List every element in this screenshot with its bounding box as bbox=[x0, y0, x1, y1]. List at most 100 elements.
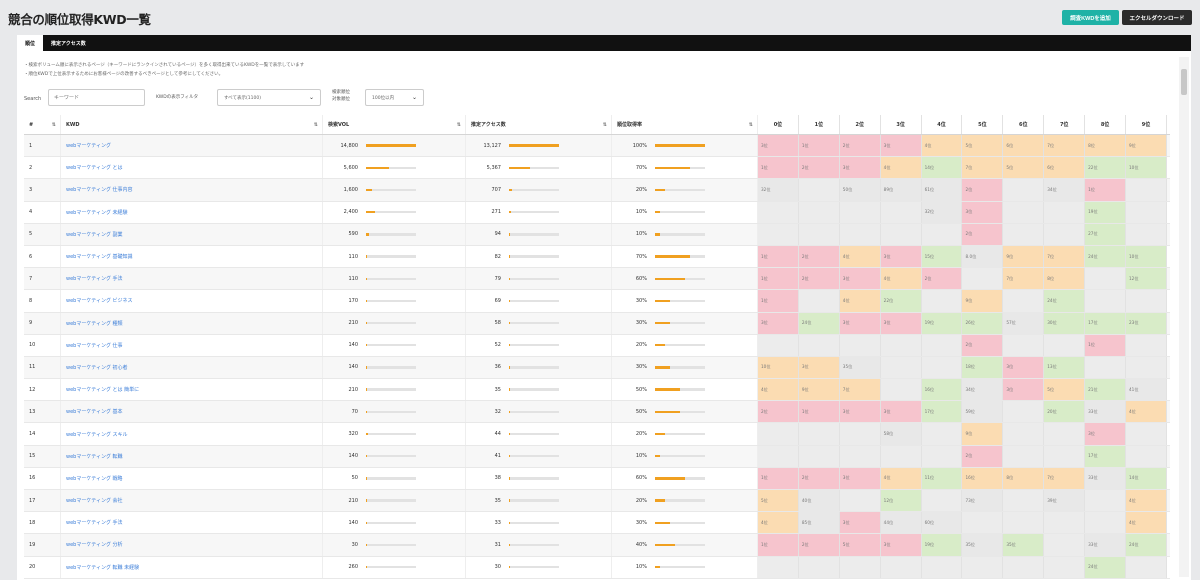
kwd-link[interactable]: webマーケティング 手法 bbox=[66, 520, 123, 527]
kwd-link[interactable]: webマーケティング ビジネス bbox=[66, 298, 133, 305]
header-num[interactable]: # ⇅ bbox=[24, 115, 61, 134]
vertical-scrollbar[interactable] bbox=[1179, 57, 1189, 577]
header-volume[interactable]: 検索VOL ⇅ bbox=[323, 115, 466, 134]
add-kwd-button[interactable]: 調査KWDを追加 bbox=[1062, 10, 1119, 25]
kwd-link[interactable]: webマーケティング スキル bbox=[66, 431, 128, 438]
rank-cell bbox=[1126, 290, 1167, 312]
header-rank-8[interactable]: 8位 bbox=[1085, 115, 1127, 134]
access-cell: 94 bbox=[466, 223, 612, 245]
note-line-1: ・検索ボリューム順に表示されるページ（キーワードにランクインされているページ）を… bbox=[24, 63, 305, 68]
kwd-link[interactable]: webマーケティング 戦略 bbox=[66, 475, 123, 482]
rank-cell: 2位 bbox=[839, 135, 881, 157]
kwd-link[interactable]: webマーケティング とは 簡単に bbox=[66, 387, 140, 394]
header-rank-5[interactable]: 5位 bbox=[962, 115, 1004, 134]
excel-download-button[interactable]: エクセルダウンロード bbox=[1122, 10, 1192, 25]
header-rank-1[interactable]: 1位 bbox=[799, 115, 840, 134]
rank-value: 3位 bbox=[801, 364, 809, 370]
header-rank-3[interactable]: 3位 bbox=[881, 115, 922, 134]
rank-cell bbox=[798, 334, 840, 356]
kwd-link[interactable]: webマーケティング 仕事内容 bbox=[66, 187, 133, 194]
kwd-link[interactable]: webマーケティング 転職 bbox=[66, 453, 123, 460]
access-bar-fill bbox=[509, 277, 510, 280]
rank-cell bbox=[798, 290, 840, 312]
tab-rank[interactable]: 順位 bbox=[17, 35, 44, 51]
volume-value: 210 bbox=[348, 386, 358, 393]
rank-value: 17位 bbox=[924, 408, 935, 414]
access-cell: 271 bbox=[466, 201, 612, 223]
header-rank-2[interactable]: 2位 bbox=[840, 115, 881, 134]
kwd-link[interactable]: webマーケティング 副業 bbox=[66, 231, 123, 238]
volume-cell: 170 bbox=[323, 290, 466, 312]
rank-cell bbox=[758, 556, 799, 578]
table-row: 6 webマーケティング 基礎知識 110 82 70% 1位 2位 4位 3位 15位 8.0位 9… bbox=[24, 245, 1170, 269]
access-bar-fill bbox=[509, 455, 510, 458]
kwd-link[interactable]: webマーケティング 初心者 bbox=[66, 364, 128, 371]
kwd-link[interactable]: webマーケティング 転職 未経験 bbox=[66, 564, 140, 571]
kwd-link[interactable]: webマーケティング とは bbox=[66, 165, 123, 172]
table-row: 7 webマーケティング 手法 110 79 60% 1位 2位 3位 4位 2位 7位 8位 12位 bbox=[24, 268, 1170, 291]
table-row: 16 webマーケティング 戦略 50 38 60% 1位 2位 3位 4位 11位 16位 8位 7位… bbox=[24, 467, 1170, 490]
kwd-link[interactable]: webマーケティング 分析 bbox=[66, 542, 123, 549]
rank-cell: 40位 bbox=[798, 490, 840, 512]
header-rank-6[interactable]: 6位 bbox=[1003, 115, 1045, 134]
rank-cell: 44位 bbox=[880, 512, 922, 534]
rank-cell: 3位 bbox=[962, 201, 1004, 223]
volume-cell: 140 bbox=[323, 512, 466, 534]
volume-bar bbox=[366, 410, 416, 414]
header-kwd[interactable]: KWD ⇅ bbox=[61, 115, 323, 134]
rank-cell: 7位 bbox=[1044, 245, 1086, 268]
row-num: 3 bbox=[24, 179, 61, 201]
sort-icon: ⇅ bbox=[313, 121, 318, 128]
header-rank-7[interactable]: 7位 bbox=[1044, 115, 1086, 134]
rank-cell bbox=[1044, 423, 1086, 445]
header-rank-0[interactable]: 0位 bbox=[758, 115, 799, 134]
rate-value: 20% bbox=[635, 497, 647, 504]
kwd-link[interactable]: webマーケティング 手法 bbox=[66, 276, 123, 283]
rank-value: 10位 bbox=[761, 364, 771, 370]
access-bar bbox=[509, 144, 559, 147]
header-rank-4[interactable]: 4位 bbox=[922, 115, 963, 134]
rank-value: 9位 bbox=[1006, 253, 1014, 259]
header-rate[interactable]: 順位取得率 ⇅ bbox=[612, 115, 758, 134]
rank-cell: 4位 bbox=[880, 467, 922, 489]
rank-value: 7位 bbox=[1047, 142, 1055, 148]
rate-value: 30% bbox=[635, 320, 647, 327]
rate-cell: 60% bbox=[612, 467, 758, 489]
header-rank-9[interactable]: 9位 bbox=[1126, 115, 1167, 134]
rate-cell: 50% bbox=[612, 401, 758, 423]
kwd-link[interactable]: webマーケティング bbox=[66, 143, 111, 150]
access-bar-fill bbox=[509, 299, 510, 303]
rate-cell: 100% bbox=[612, 135, 758, 157]
rank-value: 61位 bbox=[924, 186, 935, 192]
kwd-link[interactable]: webマーケティング 仕事 bbox=[66, 342, 123, 349]
rank-value: 2位 bbox=[965, 186, 973, 192]
rank-cell: 8.0位 bbox=[962, 245, 1004, 268]
rank-cell bbox=[921, 490, 963, 512]
rank-value: 60位 bbox=[924, 519, 935, 525]
rank-limit-select[interactable]: 100位以内 ⌄ bbox=[365, 89, 424, 106]
row-num: 7 bbox=[24, 268, 61, 290]
header-access[interactable]: 推定アクセス数 ⇅ bbox=[466, 115, 612, 134]
rate-value: 20% bbox=[635, 431, 647, 438]
rank-cell: 18位 bbox=[962, 356, 1004, 379]
rank-value: 14位 bbox=[1129, 475, 1139, 481]
rank-cell bbox=[839, 334, 881, 356]
rank-cell: 4位 bbox=[839, 245, 881, 268]
kwd-link[interactable]: webマーケティング 基本 bbox=[66, 409, 123, 416]
row-num: 11 bbox=[24, 356, 61, 379]
kwd-link[interactable]: webマーケティング 基礎知識 bbox=[66, 254, 133, 261]
rank-cell: 9位 bbox=[962, 290, 1004, 312]
kwd-link[interactable]: webマーケティング 種類 bbox=[66, 320, 123, 327]
kwd-link[interactable]: webマーケティング 会社 bbox=[66, 498, 123, 505]
search-input[interactable] bbox=[48, 89, 145, 106]
rate-bar-fill bbox=[655, 565, 660, 569]
rank-cell: 1位 bbox=[758, 157, 799, 179]
rank-value: 2位 bbox=[801, 275, 809, 281]
rate-bar-fill bbox=[655, 455, 660, 458]
rank-value: 6位 bbox=[1047, 164, 1055, 170]
tab-estimated-access[interactable]: 推定アクセス数 bbox=[51, 40, 86, 47]
kwd-filter-select[interactable]: すべて表示(1100) ⌄ bbox=[217, 89, 321, 106]
kwd-link[interactable]: webマーケティング 未経験 bbox=[66, 209, 128, 216]
scrollbar-thumb[interactable] bbox=[1181, 69, 1187, 95]
rank-value: 17位 bbox=[1088, 453, 1098, 459]
